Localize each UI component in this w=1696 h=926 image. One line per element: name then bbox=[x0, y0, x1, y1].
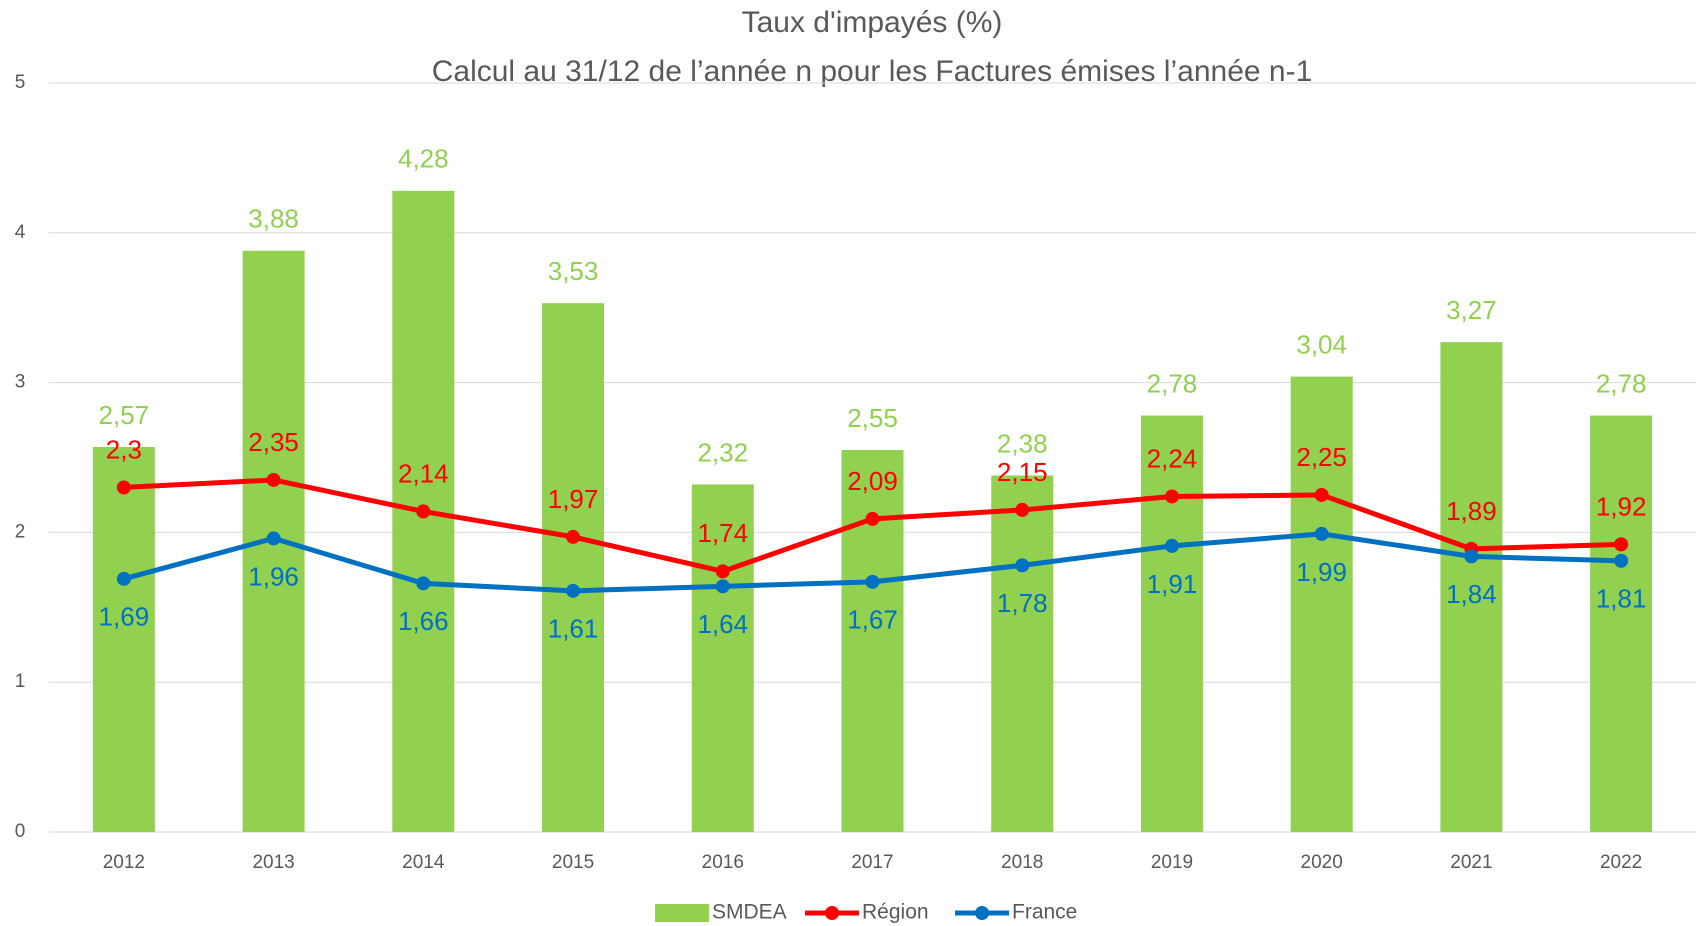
legend-label: France bbox=[1012, 901, 1077, 924]
legend-swatch bbox=[655, 904, 709, 922]
data-label: 3,27 bbox=[1446, 295, 1497, 325]
data-label: 1,96 bbox=[248, 561, 299, 591]
data-label: 1,64 bbox=[697, 609, 748, 639]
data-label: 1,66 bbox=[398, 606, 449, 636]
bar bbox=[1440, 342, 1503, 832]
data-label: 2,24 bbox=[1147, 443, 1198, 473]
data-label: 1,89 bbox=[1446, 496, 1497, 526]
marker bbox=[715, 564, 730, 579]
data-label: 2,14 bbox=[398, 458, 449, 488]
marker bbox=[116, 571, 131, 586]
marker bbox=[566, 529, 581, 544]
data-label: 3,88 bbox=[248, 204, 299, 234]
marker bbox=[715, 579, 730, 594]
marker bbox=[116, 480, 131, 495]
marker bbox=[416, 576, 431, 591]
data-label: 4,28 bbox=[398, 144, 449, 174]
x-tick-label: 2022 bbox=[1600, 852, 1642, 873]
x-tick-label: 2021 bbox=[1450, 852, 1492, 873]
data-label: 2,09 bbox=[847, 466, 898, 496]
data-label: 1,91 bbox=[1147, 569, 1198, 599]
chart-subtitle: Calcul au 31/12 de l’année n pour les Fa… bbox=[432, 55, 1313, 88]
marker bbox=[1015, 558, 1030, 573]
data-label: 1,61 bbox=[548, 614, 599, 644]
chart-title: Taux d'impayés (%) bbox=[742, 6, 1003, 39]
bar bbox=[841, 450, 904, 832]
marker bbox=[865, 574, 880, 589]
y-tick-label: 0 bbox=[15, 821, 26, 842]
x-tick-label: 2017 bbox=[851, 852, 893, 873]
data-label: 2,55 bbox=[847, 403, 898, 433]
y-tick-label: 2 bbox=[15, 521, 26, 542]
marker bbox=[1314, 526, 1329, 541]
data-label: 2,78 bbox=[1147, 368, 1198, 398]
x-tick-label: 2013 bbox=[252, 852, 294, 873]
data-label: 1,74 bbox=[697, 518, 748, 548]
legend-label: Région bbox=[862, 901, 929, 924]
bar bbox=[1290, 376, 1353, 832]
marker bbox=[1314, 487, 1329, 502]
bar bbox=[1590, 415, 1653, 832]
x-tick-label: 2018 bbox=[1001, 852, 1043, 873]
y-tick-label: 5 bbox=[15, 72, 26, 93]
marker bbox=[1164, 489, 1179, 504]
marker bbox=[1164, 538, 1179, 553]
legend-label: SMDEA bbox=[712, 901, 787, 924]
y-tick-label: 1 bbox=[15, 671, 26, 692]
marker bbox=[266, 472, 281, 487]
x-tick-label: 2016 bbox=[702, 852, 744, 873]
marker bbox=[266, 531, 281, 546]
y-tick-label: 4 bbox=[15, 222, 26, 243]
data-label: 2,78 bbox=[1596, 368, 1647, 398]
x-tick-label: 2012 bbox=[103, 852, 145, 873]
marker bbox=[1015, 502, 1030, 517]
data-label: 1,81 bbox=[1596, 584, 1647, 614]
data-label: 2,15 bbox=[997, 457, 1048, 487]
data-label: 2,3 bbox=[106, 434, 142, 464]
data-label: 1,97 bbox=[548, 484, 599, 514]
marker bbox=[1614, 537, 1629, 552]
bar bbox=[1140, 415, 1203, 832]
data-label: 2,57 bbox=[99, 400, 150, 430]
legend-marker bbox=[825, 906, 839, 920]
data-label: 1,92 bbox=[1596, 491, 1647, 521]
data-label: 1,78 bbox=[997, 588, 1048, 618]
data-label: 1,84 bbox=[1446, 579, 1497, 609]
data-label: 1,67 bbox=[847, 605, 898, 635]
marker bbox=[1464, 549, 1479, 564]
data-label: 3,04 bbox=[1296, 329, 1347, 359]
data-label: 2,38 bbox=[997, 428, 1048, 458]
x-tick-label: 2020 bbox=[1301, 852, 1343, 873]
bar bbox=[92, 447, 155, 832]
y-tick-label: 3 bbox=[15, 372, 26, 393]
data-label: 1,99 bbox=[1296, 557, 1347, 587]
x-tick-label: 2014 bbox=[402, 852, 445, 873]
x-tick-label: 2015 bbox=[552, 852, 594, 873]
marker bbox=[865, 511, 880, 526]
data-label: 2,32 bbox=[697, 437, 748, 467]
data-label: 3,53 bbox=[548, 256, 599, 286]
x-tick-label: 2019 bbox=[1151, 852, 1193, 873]
data-label: 1,69 bbox=[99, 602, 150, 632]
marker bbox=[566, 583, 581, 598]
data-label: 2,35 bbox=[248, 427, 299, 457]
bar bbox=[542, 303, 605, 832]
marker bbox=[416, 504, 431, 519]
data-label: 2,25 bbox=[1296, 442, 1347, 472]
bar bbox=[991, 475, 1054, 832]
legend-marker bbox=[975, 906, 989, 920]
bar bbox=[691, 484, 754, 832]
marker bbox=[1614, 553, 1629, 568]
